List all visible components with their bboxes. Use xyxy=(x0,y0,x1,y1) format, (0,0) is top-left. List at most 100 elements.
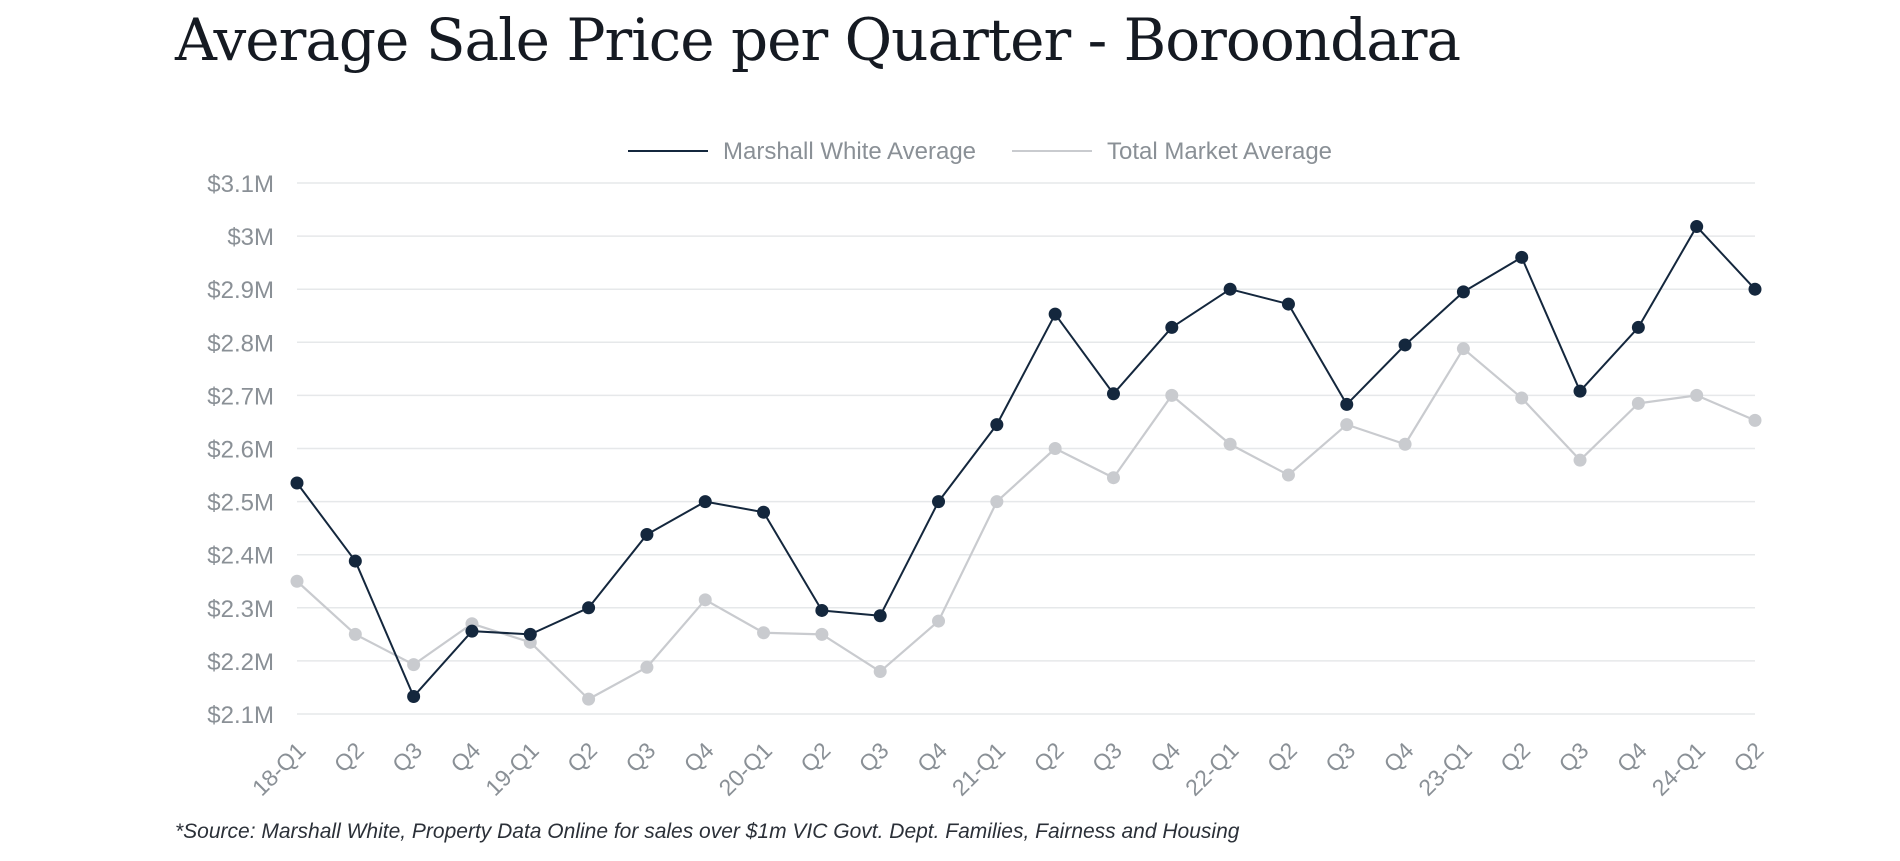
data-point xyxy=(1340,418,1354,432)
y-tick-label: $3M xyxy=(227,224,274,251)
data-point xyxy=(640,528,654,542)
data-point xyxy=(815,603,829,617)
series-line xyxy=(296,347,1756,701)
data-point xyxy=(698,495,712,509)
x-tick-label: Q4 xyxy=(445,737,485,777)
chart-title: Average Sale Price per Quarter - Boroond… xyxy=(175,6,1461,74)
x-tick-label: Q3 xyxy=(854,737,894,777)
data-point xyxy=(1398,437,1412,451)
x-tick-label: Q4 xyxy=(679,737,719,777)
legend-item: Total Market Average xyxy=(1012,138,1332,165)
data-point xyxy=(640,660,654,674)
data-point xyxy=(1690,220,1704,234)
series-total-market-average xyxy=(290,342,1762,706)
data-point xyxy=(990,418,1004,432)
data-point xyxy=(290,476,304,490)
x-tick-label: Q4 xyxy=(1612,737,1652,777)
data-point xyxy=(873,609,887,623)
data-point xyxy=(1106,387,1120,401)
x-tick-label: Q2 xyxy=(1728,737,1768,777)
data-point xyxy=(1281,297,1295,311)
data-point xyxy=(523,627,537,641)
x-tick-label: Q3 xyxy=(620,737,660,777)
data-point xyxy=(407,689,421,703)
x-tick-label: Q2 xyxy=(795,737,835,777)
data-point xyxy=(698,593,712,607)
legend-item: Marshall White Average xyxy=(628,138,976,165)
x-tick-label: Q2 xyxy=(562,737,602,777)
data-point xyxy=(1223,437,1237,451)
series-line xyxy=(296,225,1756,698)
x-tick-label: 23-Q1 xyxy=(1413,737,1477,801)
y-axis: $3.1M $3M $2.9M $2.8M $2.7M $2.6M $2.5M $2.4M $2… xyxy=(207,171,274,729)
data-point xyxy=(1165,320,1179,334)
data-point xyxy=(873,665,887,679)
x-tick-label: Q4 xyxy=(1379,737,1419,777)
data-point xyxy=(1631,396,1645,410)
y-tick-label: $2.6M xyxy=(207,437,274,464)
data-point xyxy=(582,601,596,615)
x-tick-label: Q2 xyxy=(329,737,369,777)
x-tick-label: 22-Q1 xyxy=(1180,737,1244,801)
data-point xyxy=(1456,285,1470,299)
data-point xyxy=(1165,388,1179,402)
x-tick-label: 24-Q1 xyxy=(1647,737,1711,801)
source-note: *Source: Marshall White, Property Data O… xyxy=(175,820,1240,843)
y-tick-label: $3.1M xyxy=(207,171,274,198)
data-point xyxy=(1340,397,1354,411)
data-point xyxy=(1631,320,1645,334)
x-tick-label: Q3 xyxy=(387,737,427,777)
data-point xyxy=(1223,282,1237,296)
y-tick-label: $2.4M xyxy=(207,543,274,570)
data-point xyxy=(757,626,771,640)
data-point xyxy=(348,554,362,568)
data-point xyxy=(1748,282,1762,296)
data-point xyxy=(1281,468,1295,482)
data-point xyxy=(1748,413,1762,427)
data-point xyxy=(582,692,596,706)
legend-label: Total Market Average xyxy=(1107,138,1332,165)
data-point xyxy=(290,574,304,588)
x-tick-label: 19-Q1 xyxy=(480,737,544,801)
data-point xyxy=(348,627,362,641)
y-tick-label: $2.3M xyxy=(207,596,274,623)
data-point xyxy=(1456,342,1470,356)
y-tick-label: $2.5M xyxy=(207,490,274,517)
data-point xyxy=(1515,250,1529,264)
data-point xyxy=(1398,338,1412,352)
data-point xyxy=(1048,442,1062,455)
data-point xyxy=(1573,453,1587,467)
y-tick-label: $2.7M xyxy=(207,383,274,410)
data-point xyxy=(932,495,946,509)
y-tick-label: $2.8M xyxy=(207,330,274,357)
x-tick-label: Q3 xyxy=(1087,737,1127,777)
data-point xyxy=(1048,307,1062,321)
data-point xyxy=(1573,384,1587,398)
x-tick-label: 18-Q1 xyxy=(247,737,311,801)
data-point xyxy=(465,624,479,638)
legend-label: Marshall White Average xyxy=(723,138,976,165)
x-tick-label: Q4 xyxy=(1145,737,1185,777)
data-point xyxy=(1106,471,1120,485)
x-tick-label: Q3 xyxy=(1553,737,1593,777)
data-point xyxy=(815,627,829,641)
y-tick-label: $2.1M xyxy=(207,702,274,729)
x-tick-label: 20-Q1 xyxy=(714,737,778,801)
legend: Marshall White Average Total Market Avera… xyxy=(628,138,1332,165)
y-tick-label: $2.9M xyxy=(207,277,274,304)
series-marshall-white-average xyxy=(290,220,1762,703)
data-point xyxy=(1690,388,1704,402)
grid-lines xyxy=(297,182,1755,715)
data-point xyxy=(932,614,946,628)
x-tick-label: 21-Q1 xyxy=(947,737,1011,801)
data-point xyxy=(990,495,1004,509)
x-tick-label: Q3 xyxy=(1320,737,1360,777)
x-tick-label: Q4 xyxy=(912,737,952,777)
y-tick-label: $2.2M xyxy=(207,649,274,676)
data-point xyxy=(1515,391,1529,405)
x-tick-label: Q2 xyxy=(1495,737,1535,777)
x-tick-label: Q2 xyxy=(1029,737,1069,777)
x-tick-label: Q2 xyxy=(1262,737,1302,777)
